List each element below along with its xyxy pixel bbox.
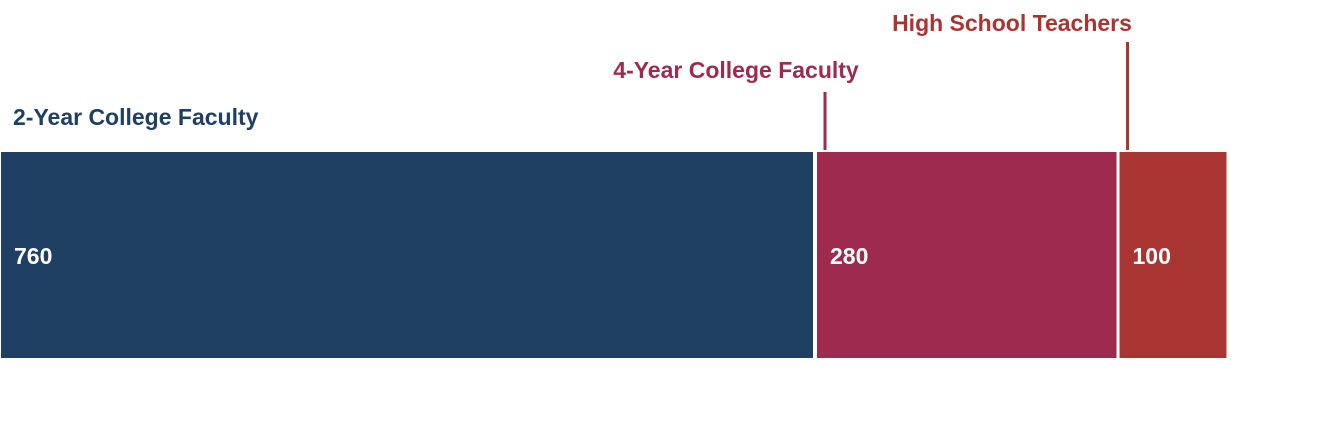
bar-high-school-teachers — [1119, 152, 1227, 358]
data-label-high-school-teachers: 100 — [1133, 243, 1171, 269]
data-label-2-year-college-faculty: 760 — [14, 243, 52, 269]
data-label-4-year-college-faculty: 280 — [830, 243, 868, 269]
bar-2-year-college-faculty — [1, 152, 813, 358]
bar-4-year-college-faculty — [817, 152, 1117, 358]
category-label-2-year-college-faculty: 2-Year College Faculty — [13, 104, 259, 130]
category-label-4-year-college-faculty: 4-Year College Faculty — [613, 57, 859, 83]
category-label-high-school-teachers: High School Teachers — [892, 10, 1132, 36]
